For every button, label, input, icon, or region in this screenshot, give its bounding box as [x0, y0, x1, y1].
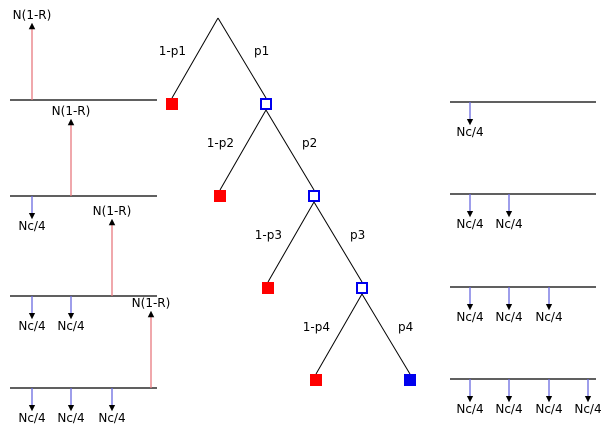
- survival-node: [308, 190, 320, 202]
- coupon-label: Nc/4: [535, 310, 562, 324]
- default-branch: [315, 293, 363, 375]
- default-branch: [219, 109, 267, 191]
- coupon-label: Nc/4: [456, 310, 483, 324]
- coupon-label: Nc/4: [18, 219, 45, 233]
- survival-branch: [361, 293, 411, 375]
- coupon-label: Nc/4: [574, 402, 601, 416]
- coupon-label: Nc/4: [495, 310, 522, 324]
- survival-node: [356, 282, 368, 294]
- coupon-label: Nc/4: [18, 411, 45, 425]
- coupon-label: Nc/4: [456, 217, 483, 231]
- coupon-label: Nc/4: [57, 319, 84, 333]
- coupon-label: Nc/4: [456, 125, 483, 139]
- default-timelines: N(1-R) Nc/4 N(1-R) Nc/4 Nc/4 N(1-R) Nc/4 Nc/4 Nc…: [10, 8, 170, 425]
- default-probability-label: 1-p1: [159, 44, 186, 58]
- coupon-label: Nc/4: [456, 402, 483, 416]
- coupon-label: Nc/4: [535, 402, 562, 416]
- survival-timelines: Nc/4 Nc/4 Nc/4 Nc/4 Nc/4 Nc/4 Nc/4 Nc/4 Nc/4 Nc/4: [450, 101, 602, 416]
- recovery-label: N(1-R): [13, 8, 52, 22]
- default-branch: [171, 17, 219, 99]
- recovery-label: N(1-R): [93, 204, 132, 218]
- coupon-label: Nc/4: [495, 402, 522, 416]
- survival-probability-label: p4: [398, 320, 413, 334]
- default-node: [310, 374, 322, 386]
- default-probability-label: 1-p2: [207, 136, 234, 150]
- survival-branch: [313, 201, 363, 283]
- survival-branch: [217, 17, 267, 99]
- coupon-label: Nc/4: [98, 411, 125, 425]
- default-node: [166, 98, 178, 110]
- survival-probability-label: p3: [350, 228, 365, 242]
- survival-branch: [265, 109, 315, 191]
- coupon-label: Nc/4: [495, 217, 522, 231]
- coupon-label: Nc/4: [18, 319, 45, 333]
- recovery-label: N(1-R): [52, 104, 91, 118]
- survival-probability-label: p2: [302, 136, 317, 150]
- survival-node: [260, 98, 272, 110]
- recovery-label: N(1-R): [132, 296, 171, 310]
- coupon-label: Nc/4: [57, 411, 84, 425]
- survival-probability-label: p1: [254, 44, 269, 58]
- probability-tree: 1-p1 p1 1-p2 p2 1-p3 p3 1-p4 p4: [159, 17, 416, 386]
- survival-node: [404, 374, 416, 386]
- default-node: [214, 190, 226, 202]
- default-node: [262, 282, 274, 294]
- default-branch: [267, 201, 315, 283]
- default-probability-label: 1-p4: [303, 320, 330, 334]
- default-probability-label: 1-p3: [255, 228, 282, 242]
